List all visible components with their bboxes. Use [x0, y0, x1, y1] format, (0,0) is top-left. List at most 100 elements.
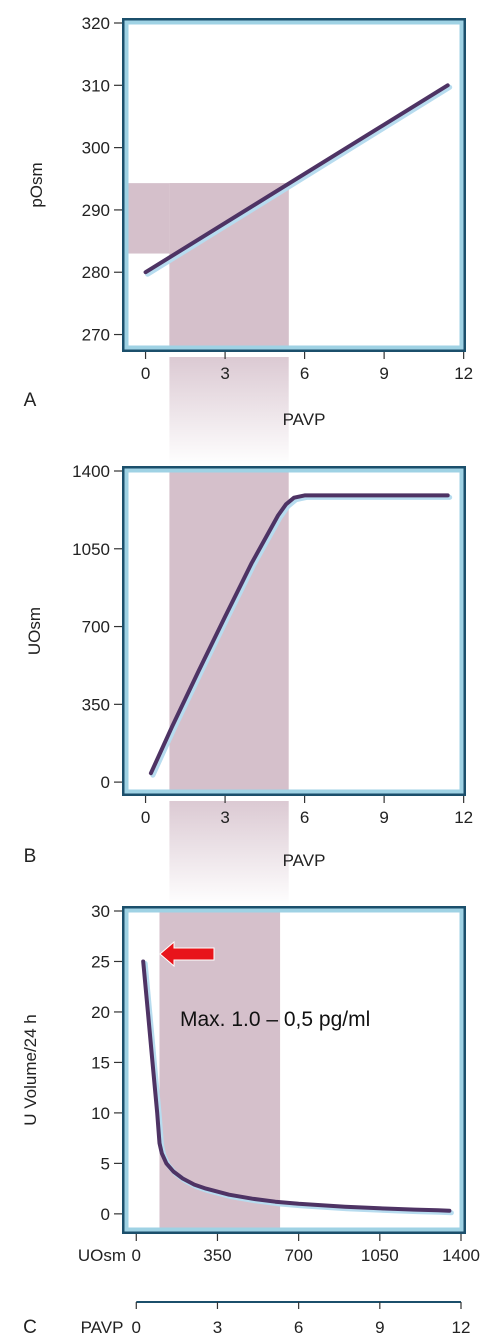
- y-tick-label: 290: [82, 201, 110, 220]
- data-curve: [141, 959, 452, 1213]
- x-axis-title: PAVP: [283, 410, 326, 429]
- x-tick-label: 0: [141, 364, 150, 383]
- data-point: [321, 1205, 322, 1206]
- y-tick-label: 30: [91, 902, 110, 921]
- data-point: [147, 1011, 148, 1012]
- data-point: [278, 515, 279, 516]
- x-tick-label: 9: [379, 364, 388, 383]
- panel-label: A: [24, 390, 37, 411]
- data-curve: [143, 83, 450, 275]
- data-point: [143, 961, 144, 962]
- data-point: [384, 495, 385, 496]
- x-tick-label: 12: [454, 808, 473, 827]
- x-tick-label: 1400: [442, 1246, 480, 1265]
- data-point: [294, 497, 295, 498]
- plot-frame-inner: [124, 908, 464, 1232]
- secondary-x-tick-label: 6: [294, 1318, 303, 1337]
- data-point: [161, 1153, 162, 1154]
- data-point: [150, 773, 151, 774]
- data-point: [173, 1171, 174, 1172]
- y-tick-label: 25: [91, 952, 110, 971]
- y-tick-label: 0: [101, 773, 110, 792]
- y-tick-label: 1050: [72, 540, 110, 559]
- y-tick-label: 1400: [72, 462, 110, 481]
- shaded-upper: [169, 183, 289, 347]
- data-point: [205, 1188, 206, 1189]
- x-tick-label: 0: [141, 808, 150, 827]
- data-point: [145, 272, 146, 273]
- data-point: [252, 1198, 253, 1199]
- data-point: [331, 495, 332, 496]
- y-tick-label: 10: [91, 1104, 110, 1123]
- data-point: [449, 1210, 450, 1211]
- y-tick-label: 20: [91, 1003, 110, 1022]
- data-point: [304, 495, 305, 496]
- y-tick-label: 700: [82, 618, 110, 637]
- curve-shadow: [145, 84, 453, 277]
- data-point: [414, 1209, 415, 1210]
- data-point: [286, 504, 287, 505]
- x-tick-label: 0: [132, 1246, 141, 1265]
- y-tick-label: 320: [82, 14, 110, 33]
- data-point: [229, 1194, 230, 1195]
- y-tick-label: 300: [82, 139, 110, 158]
- panel-label: B: [24, 846, 37, 867]
- data-point: [251, 563, 252, 564]
- data-point: [159, 1143, 160, 1144]
- secondary-x-tick-label: 0: [132, 1318, 141, 1337]
- data-point: [437, 1210, 438, 1211]
- x-tick-label: 350: [203, 1246, 231, 1265]
- x-tick-label: 1050: [361, 1246, 399, 1265]
- panel-label: C: [23, 1317, 37, 1338]
- y-axis-title: UOsm: [25, 607, 44, 655]
- data-point: [345, 1206, 346, 1207]
- annotation-text: Max. 1.0 – 0,5 pg/ml: [180, 1008, 371, 1031]
- y-tick-label: 350: [82, 695, 110, 714]
- y-tick-label: 5: [101, 1154, 110, 1173]
- secondary-x-tick-label: 3: [213, 1318, 222, 1337]
- plot-frame-inner: [124, 468, 464, 794]
- x-tick-label: 3: [220, 364, 229, 383]
- x-tick-label: 3: [220, 808, 229, 827]
- panel-a-chart: 270 280 290 300 310 320 pOsm 0 3 6 9 12 PAVP A: [24, 14, 473, 429]
- data-point: [447, 495, 448, 496]
- data-point: [275, 1201, 276, 1202]
- data-point: [157, 1112, 158, 1113]
- data-point: [368, 1207, 369, 1208]
- data-curve: [148, 493, 450, 776]
- x-tick-label: 12: [454, 364, 473, 383]
- y-axis-title: pOsm: [27, 162, 46, 207]
- data-point: [225, 616, 226, 617]
- secondary-x-axis-title: PAVP: [81, 1318, 124, 1337]
- y-tick-label: 310: [82, 76, 110, 95]
- data-point: [194, 1184, 195, 1185]
- panel-b-chart: 0 350 700 1050 1400 UOsm 0 3 6 9 12 PAVP B: [24, 462, 473, 870]
- y-tick-label: 280: [82, 263, 110, 282]
- x-axis-title: UOsm: [78, 1246, 126, 1265]
- y-tick-label: 0: [101, 1205, 110, 1224]
- plot-frame-outer: [122, 466, 466, 796]
- data-point: [198, 671, 199, 672]
- annotation-arrow: [159, 940, 215, 968]
- plot-frame-outer: [122, 18, 466, 352]
- y-tick-label: 270: [82, 326, 110, 345]
- band-connector: [169, 357, 289, 466]
- data-point: [182, 1178, 183, 1179]
- secondary-x-tick-label: 9: [375, 1318, 384, 1337]
- data-point: [298, 1203, 299, 1204]
- plot-frame-inner: [124, 20, 464, 350]
- data-point: [391, 1208, 392, 1209]
- x-tick-label: 9: [379, 808, 388, 827]
- data-point: [152, 1062, 153, 1063]
- data-point: [447, 85, 448, 86]
- plot-frame-outer: [122, 906, 466, 1234]
- y-tick-label: 15: [91, 1053, 110, 1072]
- data-point: [172, 726, 173, 727]
- x-axis-title: PAVP: [283, 851, 326, 870]
- x-tick-label: 700: [284, 1246, 312, 1265]
- y-axis-title: U Volume/24 h: [21, 1014, 40, 1126]
- secondary-x-tick-label: 12: [452, 1318, 471, 1337]
- x-tick-label: 6: [300, 364, 309, 383]
